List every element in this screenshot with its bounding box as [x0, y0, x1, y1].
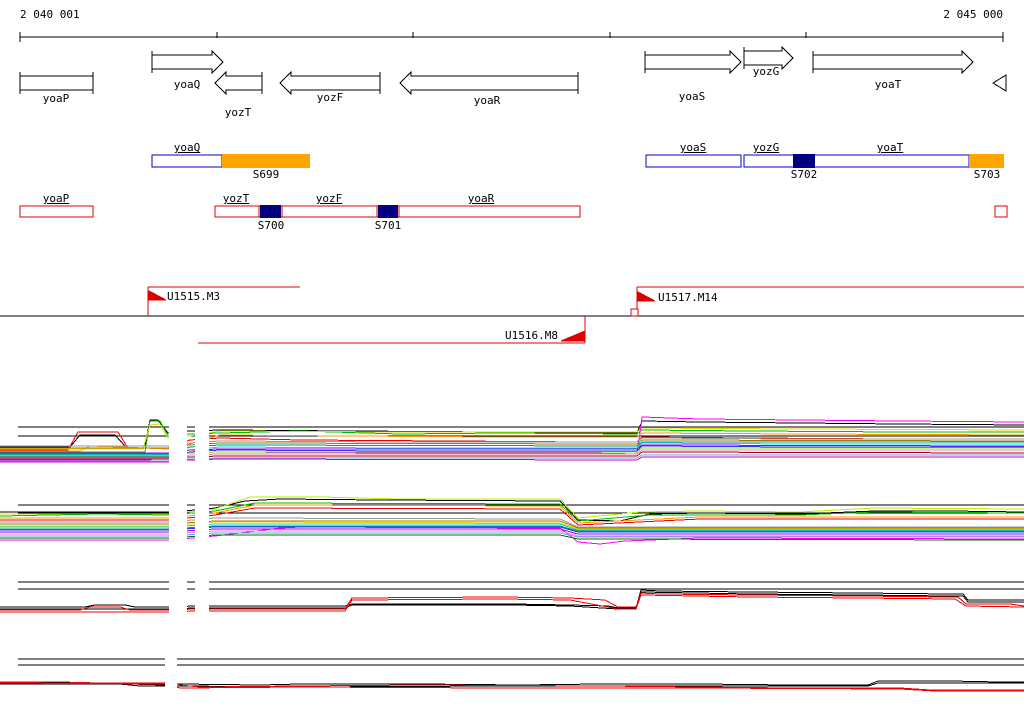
panel-2-trace [0, 528, 1024, 535]
panel-4-gap-mask [165, 652, 177, 700]
feature-flag[interactable] [148, 290, 167, 301]
segment-fill[interactable] [793, 154, 815, 168]
panel-1-trace [0, 441, 1024, 455]
panel-1-trace [0, 456, 1024, 463]
segment-label-S703: S703 [973, 168, 1001, 181]
transcript-box[interactable] [19, 205, 94, 218]
panel-2-trace [0, 523, 1024, 531]
transcript-gene-link-yoaQ[interactable]: yoaQ [173, 141, 201, 154]
panel-4-trace [0, 680, 1024, 691]
transcript-gene-link-yoaR[interactable]: yoaR [467, 192, 495, 205]
panel-2-trace [0, 496, 1024, 519]
panel-1-trace [0, 451, 1024, 460]
panel-1-gap-mask [169, 412, 187, 468]
feature-label-u1517-m14: U1517.M14 [658, 291, 718, 304]
transcript-gene-link-yozG[interactable]: yozG [752, 141, 780, 154]
panel-1-trace [0, 431, 1024, 451]
gene-label-yoaR: yoaR [473, 94, 501, 107]
gene-label-yoaT: yoaT [874, 78, 902, 91]
gene-glyph-yoaT[interactable] [812, 49, 974, 75]
segment-fill[interactable] [969, 154, 1004, 168]
gene-glyph-yozG[interactable] [743, 45, 794, 71]
gene-glyph-yoaS[interactable] [644, 49, 742, 75]
segment-fill[interactable] [260, 205, 281, 218]
panel-3-trace [0, 592, 1024, 611]
segment-label-S700: S700 [257, 219, 285, 232]
gene-label-yoaS: yoaS [678, 90, 706, 103]
panel-3-gap-mask [195, 578, 209, 618]
gene-label-yozT: yozT [224, 106, 252, 119]
panel-1-trace [0, 447, 1024, 457]
panel-1-trace [0, 420, 1024, 453]
gene-glyph-yozF[interactable] [279, 70, 381, 96]
gene-label-yoaQ: yoaQ [173, 78, 201, 91]
segment-label-S701: S701 [374, 219, 402, 232]
panel-3-trace [0, 594, 1024, 613]
panel-2-trace [0, 532, 1024, 538]
transcript-box[interactable] [743, 154, 970, 168]
transcript-gene-link-yozT[interactable]: yozT [222, 192, 250, 205]
transcript-box[interactable] [151, 154, 223, 168]
gene-glyph[interactable] [992, 74, 1007, 92]
panel-2-trace [0, 530, 1024, 537]
segment-fill[interactable] [222, 154, 310, 168]
segment-fill[interactable] [378, 205, 398, 218]
panel-1-trace [0, 439, 1024, 449]
transcript-box[interactable] [645, 154, 742, 168]
panel-2-trace [0, 520, 1024, 529]
panel-1-trace [0, 454, 1024, 462]
panel-1-gap-mask [195, 412, 209, 468]
gene-glyph-yozT[interactable] [214, 70, 263, 96]
panel-1-trace [0, 449, 1024, 459]
ruler-start-label: 2 040 001 [20, 8, 80, 21]
panel-2-trace [0, 525, 1024, 532]
panel-1-trace [0, 444, 1024, 454]
gene-glyph-yoaQ[interactable] [151, 49, 224, 75]
panel-2-trace [0, 502, 1024, 522]
segment-label-S699: S699 [252, 168, 280, 181]
gene-label-yozF: yozF [316, 91, 344, 104]
panel-3-trace [0, 589, 1024, 609]
panel-3-gap-mask [169, 578, 187, 618]
feature-label-u1516-m8: U1516.M8 [505, 329, 558, 342]
transcript-gene-link-yoaP[interactable]: yoaP [42, 192, 70, 205]
segment-label-S702: S702 [790, 168, 818, 181]
transcript-gene-link-yoaT[interactable]: yoaT [876, 141, 904, 154]
panel-2-trace [0, 517, 1024, 528]
panel-2-trace [0, 526, 1024, 533]
transcript-gene-link-yozF[interactable]: yozF [315, 192, 343, 205]
panel-2-trace [0, 521, 1024, 530]
gene-label-yozG: yozG [752, 65, 780, 78]
feature-flag[interactable] [637, 291, 656, 302]
panel-4-trace [0, 680, 1024, 686]
transcript-gene-link-yoaS[interactable]: yoaS [679, 141, 707, 154]
gene-glyph-yoaR[interactable] [399, 70, 579, 96]
gene-glyph-yoaP[interactable] [19, 75, 94, 91]
feature-start-square [630, 308, 639, 317]
gene-label-yoaP: yoaP [42, 92, 70, 105]
feature-flag[interactable] [560, 330, 586, 342]
ruler-end-label: 2 045 000 [943, 8, 1003, 21]
panel-2-gap-mask [169, 488, 187, 548]
panel-2-trace [0, 534, 1024, 541]
panel-3-trace [0, 591, 1024, 610]
feature-label-u1515-m3: U1515.M3 [167, 290, 220, 303]
panel-2-gap-mask [195, 488, 209, 548]
transcript-box[interactable] [994, 205, 1008, 218]
